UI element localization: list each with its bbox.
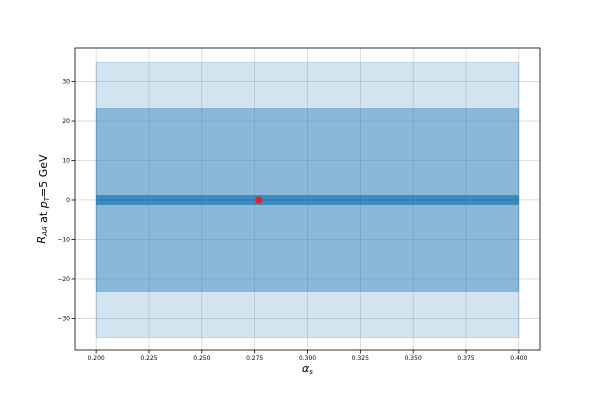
- x-tick-label: 0.325: [352, 355, 369, 362]
- x-axis-ticks: 0.200 0.225 0.250 0.275 0.300 0.325 0.350 0.375…: [88, 350, 528, 362]
- x-tick-label: 0.400: [510, 355, 527, 362]
- x-tick-label: 0.200: [88, 355, 105, 362]
- x-axis-title: αs: [302, 362, 313, 376]
- x-tick-label: 0.225: [140, 355, 157, 362]
- y-axis-ticks: −30 −20 −10 0 10 20 30: [57, 79, 75, 322]
- x-tick-label: 0.250: [193, 355, 210, 362]
- x-tick-label: 0.350: [405, 355, 422, 362]
- y-tick-label: 0: [66, 197, 70, 204]
- y-tick-label: 10: [62, 158, 70, 165]
- y-tick-label: 30: [62, 79, 70, 86]
- markers: [255, 196, 263, 204]
- data-point-marker: [255, 196, 263, 204]
- y-tick-label: 20: [62, 118, 70, 125]
- x-tick-label: 0.375: [457, 355, 474, 362]
- x-tick-label: 0.300: [299, 355, 316, 362]
- x-tick-label: 0.275: [246, 355, 263, 362]
- y-tick-label: −10: [57, 236, 70, 243]
- y-tick-label: −20: [57, 276, 70, 283]
- y-tick-label: −30: [57, 315, 70, 322]
- y-axis-title: RAA at pT=5 GeV: [35, 154, 51, 244]
